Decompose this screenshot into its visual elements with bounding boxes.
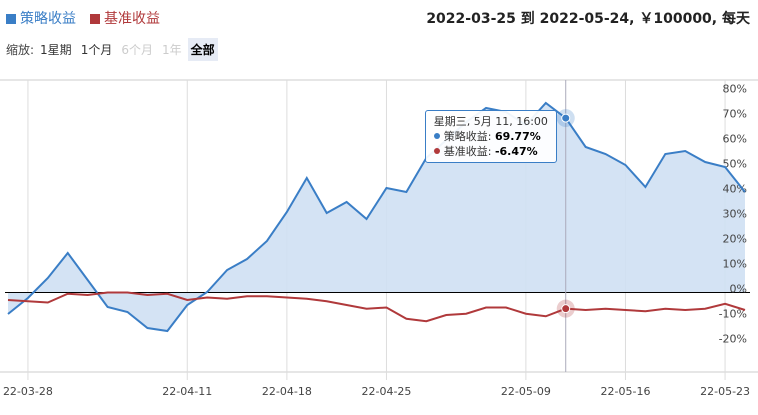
tooltip-value: -6.47% xyxy=(494,145,538,158)
zoom-bar: 缩放: 1星期 1个月 6个月 1年 全部 xyxy=(6,38,218,61)
zoom-button: 6个月 xyxy=(121,43,153,57)
tooltip-label: 基准收益: xyxy=(443,145,492,158)
tooltip-value: 69.77% xyxy=(494,130,541,143)
highlight-point xyxy=(561,304,571,314)
y-tick-label: 0% xyxy=(730,283,747,296)
tooltip-dot xyxy=(433,148,440,154)
tooltip-row: 基准收益: -6.47% xyxy=(433,144,548,159)
y-tick-label: 30% xyxy=(723,208,747,221)
tooltip-title: 星期三, 5月 11, 16:00 xyxy=(433,115,548,128)
line xyxy=(7,101,746,333)
y-tick-label: 50% xyxy=(723,158,747,171)
legend-item[interactable]: 基准收益 xyxy=(90,8,160,28)
tooltip-dot xyxy=(433,133,440,139)
zoom-button[interactable]: 1个月 xyxy=(80,43,113,57)
zoom-button[interactable]: 1星期 xyxy=(40,43,72,57)
x-tick-label: 22-05-23 xyxy=(700,385,750,398)
tooltip: 星期三, 5月 11, 16:00 策略收益: 69.77% 基准收益: -6.47… xyxy=(424,110,557,163)
line xyxy=(7,291,746,323)
x-tick-label: 22-05-09 xyxy=(501,385,551,398)
y-tick-label: 80% xyxy=(723,83,747,96)
x-tick-label: 22-04-11 xyxy=(162,385,212,398)
y-tick-label: -20% xyxy=(719,333,747,346)
highlight-point xyxy=(561,113,571,123)
zoom-button[interactable]: 全部 xyxy=(187,38,218,61)
x-tick-label: 22-04-18 xyxy=(262,385,312,398)
legend-swatch xyxy=(6,14,16,24)
legend: 策略收益 基准收益 xyxy=(6,8,160,28)
y-tick-label: 60% xyxy=(723,133,747,146)
x-tick-label: 22-03-28 xyxy=(3,385,53,398)
date-range: 2022-03-25 到 2022-05-24, ￥100000, 每天 xyxy=(426,11,750,27)
y-tick-label: 70% xyxy=(723,108,747,121)
tooltip-label: 策略收益: xyxy=(443,130,492,143)
area xyxy=(8,103,745,331)
y-tick-label: -10% xyxy=(719,308,747,321)
tooltip-row: 策略收益: 69.77% xyxy=(433,129,548,144)
zoom-label: 缩放: xyxy=(6,43,35,57)
legend-label: 基准收益 xyxy=(104,11,160,27)
legend-swatch xyxy=(90,14,100,24)
legend-label: 策略收益 xyxy=(20,11,76,27)
legend-item[interactable]: 策略收益 xyxy=(6,8,76,28)
y-tick-label: 10% xyxy=(723,258,747,271)
x-tick-label: 22-04-25 xyxy=(361,385,411,398)
y-tick-label: 20% xyxy=(723,233,747,246)
zoom-button: 1年 xyxy=(161,43,182,57)
x-tick-label: 22-05-16 xyxy=(601,385,651,398)
